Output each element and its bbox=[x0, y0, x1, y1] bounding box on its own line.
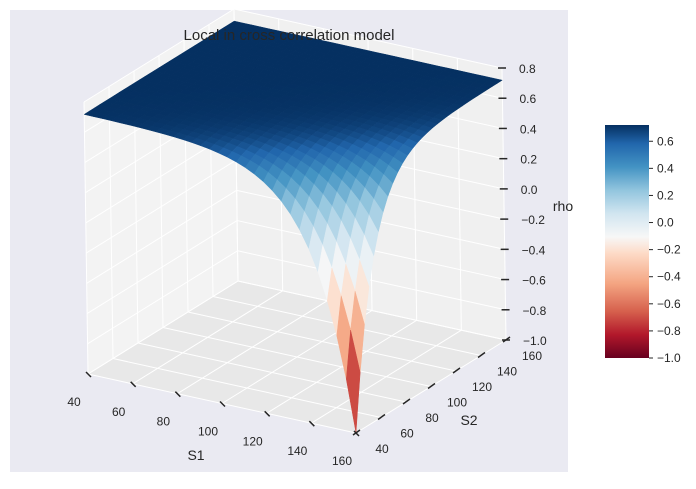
x-tick-label: 100 bbox=[198, 425, 218, 439]
y-tick-label: 80 bbox=[425, 411, 439, 425]
y-axis-label: S2 bbox=[460, 412, 477, 428]
y-tick-label: 60 bbox=[400, 427, 414, 441]
surface-mesh bbox=[83, 20, 503, 434]
left-gridline bbox=[83, 101, 89, 375]
axis-ticks: 406080100120140160406080100120140160−1.0… bbox=[67, 62, 547, 468]
colorbar-tick-label: −1.0 bbox=[657, 351, 681, 365]
colorbar-tick-label: −0.2 bbox=[657, 243, 681, 257]
left-gridline bbox=[86, 220, 238, 314]
x-tick-label: 40 bbox=[67, 395, 81, 409]
colorbar-tick-label: −0.6 bbox=[657, 297, 681, 311]
back-gridline bbox=[233, 8, 503, 69]
back-gridline bbox=[237, 280, 507, 341]
x-tick-label: 140 bbox=[287, 444, 307, 458]
colorbar-tick-label: 0.2 bbox=[657, 188, 674, 202]
tick-mark bbox=[219, 400, 226, 408]
colorbar-tick-label: 0.6 bbox=[657, 134, 674, 148]
left-gridline bbox=[87, 280, 239, 375]
tick-mark bbox=[174, 391, 181, 398]
back-gridline bbox=[237, 250, 506, 311]
colorbar-tick-label: −0.4 bbox=[657, 270, 681, 284]
x-tick-label: 80 bbox=[157, 415, 171, 429]
y-tick-label: 160 bbox=[522, 349, 542, 363]
tick-mark bbox=[377, 413, 386, 421]
x-axis-label: S1 bbox=[187, 447, 204, 463]
tick-mark bbox=[308, 420, 315, 427]
left-gridline bbox=[85, 159, 237, 254]
back-gridline bbox=[501, 67, 507, 341]
tick-mark bbox=[352, 429, 361, 436]
z-tick-label: −1.0 bbox=[523, 334, 547, 348]
tick-mark bbox=[353, 430, 360, 437]
z-tick-label: −0.8 bbox=[523, 304, 547, 318]
z-tick-label: 0.0 bbox=[521, 183, 538, 197]
tick-mark bbox=[402, 398, 411, 405]
tick-mark bbox=[477, 351, 486, 359]
z-tick-label: 0.4 bbox=[520, 122, 537, 136]
z-tick-label: −0.4 bbox=[522, 243, 546, 257]
y-tick-label: 100 bbox=[447, 396, 467, 410]
y-tick-label: 140 bbox=[497, 365, 517, 379]
chart-title: Local in cross correlation model bbox=[184, 27, 395, 44]
colorbar-tick-label: 0.4 bbox=[657, 161, 674, 175]
x-tick-label: 160 bbox=[332, 454, 352, 468]
z-axis-label: rho bbox=[553, 198, 573, 214]
left-gridline bbox=[87, 250, 238, 345]
z-tick-label: −0.6 bbox=[522, 274, 546, 288]
tick-mark bbox=[85, 371, 92, 378]
z-tick-label: −0.2 bbox=[521, 213, 545, 227]
colorbar bbox=[605, 125, 649, 358]
x-tick-label: 120 bbox=[243, 434, 263, 448]
surface-patch bbox=[346, 330, 361, 434]
y-tick-label: 40 bbox=[375, 442, 389, 456]
tick-mark bbox=[427, 382, 436, 390]
tick-mark bbox=[264, 410, 271, 417]
left-gridline bbox=[86, 189, 237, 284]
y-tick-label: 120 bbox=[472, 380, 492, 394]
left-gridline bbox=[83, 8, 235, 103]
tick-mark bbox=[130, 381, 137, 388]
left-gridline bbox=[108, 86, 114, 359]
x-tick-label: 60 bbox=[112, 405, 126, 419]
z-tick-label: 0.8 bbox=[519, 62, 536, 76]
z-tick-label: 0.6 bbox=[519, 92, 536, 106]
tick-mark bbox=[452, 367, 461, 374]
colorbar-tick-label: 0.0 bbox=[657, 216, 674, 230]
colorbar-ticks: −1.0 −0.8 −0.6 −0.4 −0.2 0.0 0.2 0.4 0.6 bbox=[649, 134, 681, 365]
z-tick-label: 0.2 bbox=[520, 153, 537, 167]
colorbar-tick-label: −0.8 bbox=[657, 324, 681, 338]
